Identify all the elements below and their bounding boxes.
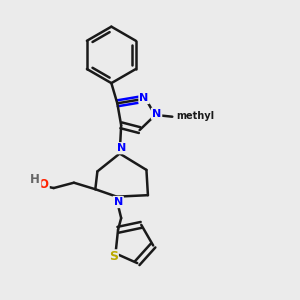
Text: N: N: [114, 197, 123, 207]
Text: O: O: [39, 178, 49, 191]
Text: N: N: [116, 143, 126, 153]
Text: N: N: [152, 109, 161, 119]
Text: H: H: [30, 173, 40, 186]
Text: S: S: [109, 250, 118, 263]
Text: methyl: methyl: [176, 116, 181, 117]
Text: methyl: methyl: [177, 111, 215, 121]
Text: N: N: [140, 93, 149, 103]
